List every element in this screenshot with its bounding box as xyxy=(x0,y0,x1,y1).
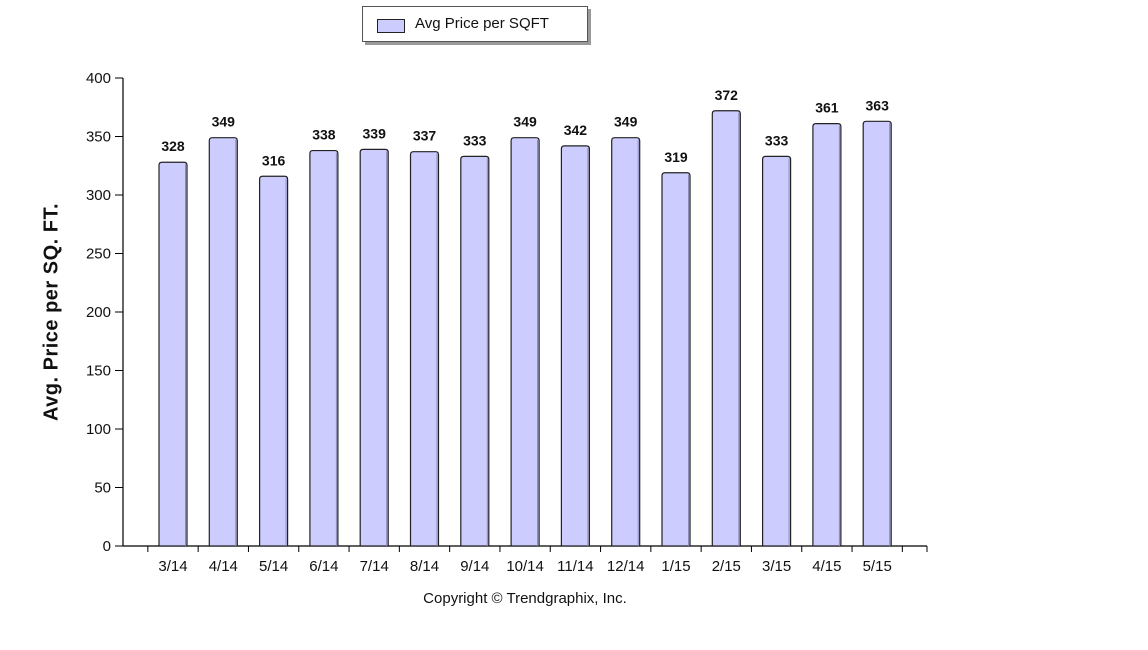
x-tick-label: 2/15 xyxy=(712,558,741,575)
x-tick-label: 6/14 xyxy=(309,558,338,575)
y-tick-label: 400 xyxy=(86,70,111,87)
bar xyxy=(409,151,440,547)
y-axis: 0 50 100 150 200 250 300 350 400 xyxy=(86,70,124,555)
x-tick-label: 7/14 xyxy=(360,558,389,575)
x-tick-label: 5/14 xyxy=(259,558,288,575)
x-axis: 3/14 4/14 5/14 6/14 7/14 8/14 9/14 10/14 11/14 12… xyxy=(123,545,928,575)
x-tick-label: 1/15 xyxy=(661,558,690,575)
y-tick-label: 150 xyxy=(86,363,111,380)
data-label: 316 xyxy=(262,152,286,168)
x-tick-label: 3/15 xyxy=(762,558,791,575)
bar xyxy=(711,110,741,547)
data-labels: 328 349 316 338 339 337 333 349 342 349 319 372 333 3… xyxy=(161,87,889,169)
data-label: 342 xyxy=(564,122,588,138)
bar xyxy=(359,148,389,547)
bar xyxy=(158,161,188,547)
x-tick-label: 12/14 xyxy=(607,558,645,575)
data-label: 319 xyxy=(664,149,688,165)
data-label: 361 xyxy=(815,100,839,116)
bar xyxy=(259,175,289,547)
data-label: 333 xyxy=(765,132,789,148)
y-tick-label: 100 xyxy=(86,421,111,438)
x-tick-label: 3/14 xyxy=(158,558,187,575)
bar xyxy=(460,155,490,547)
data-label: 328 xyxy=(161,138,185,154)
y-tick-label: 50 xyxy=(94,480,111,497)
data-label: 349 xyxy=(614,114,638,130)
y-tick-label: 300 xyxy=(86,187,111,204)
bar xyxy=(812,123,842,547)
bar xyxy=(762,155,792,547)
y-tick-label: 350 xyxy=(86,129,111,146)
y-tick-label: 250 xyxy=(86,246,111,263)
legend: Avg Price per SQFT xyxy=(362,6,588,42)
legend-label: Avg Price per SQFT xyxy=(415,15,549,32)
bar xyxy=(862,120,892,547)
bar xyxy=(661,172,691,547)
data-label: 349 xyxy=(212,114,236,130)
x-tick-label: 10/14 xyxy=(506,558,544,575)
data-label: 372 xyxy=(715,87,739,103)
x-tick-label: 9/14 xyxy=(460,558,489,575)
data-label: 349 xyxy=(513,114,537,130)
x-tick-label: 4/14 xyxy=(209,558,238,575)
x-tick-label: 4/15 xyxy=(812,558,841,575)
legend-swatch xyxy=(377,19,405,33)
data-label: 339 xyxy=(363,125,387,141)
bar xyxy=(309,149,339,547)
bars xyxy=(158,110,892,547)
bar xyxy=(560,145,590,547)
bar xyxy=(611,137,641,547)
bar xyxy=(208,137,238,547)
y-tick-label: 200 xyxy=(86,304,111,321)
copyright-text: Copyright © Trendgraphix, Inc. xyxy=(423,590,627,607)
y-tick-label: 0 xyxy=(103,538,111,555)
data-label: 337 xyxy=(413,128,437,144)
x-tick-label: 5/15 xyxy=(863,558,892,575)
x-tick-label: 8/14 xyxy=(410,558,439,575)
data-label: 363 xyxy=(866,97,890,113)
x-tick-label: 11/14 xyxy=(557,558,593,575)
data-label: 338 xyxy=(312,127,336,143)
bar xyxy=(510,137,540,547)
data-label: 333 xyxy=(463,132,487,148)
y-axis-title: Avg. Price per SQ. FT. xyxy=(40,202,63,422)
